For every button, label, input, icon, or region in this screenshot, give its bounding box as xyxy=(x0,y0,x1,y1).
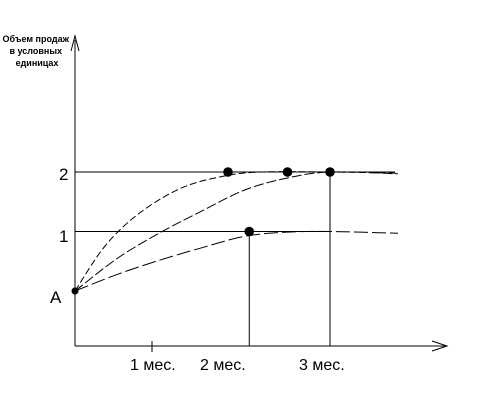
x-tick-label-3-months: 3 мес. xyxy=(299,357,345,374)
y-axis-title-line-2: в условных xyxy=(9,46,62,56)
data-point-3 xyxy=(282,167,293,177)
y-axis-title-line-1: Объем продаж xyxy=(3,34,70,44)
y-tick-label-a: A xyxy=(50,288,62,307)
data-point-4 xyxy=(244,226,255,237)
y-axis-title: Объем продаж в условных единицах xyxy=(3,34,72,68)
series-line-3 xyxy=(74,230,399,292)
x-axis-arrow xyxy=(431,340,449,352)
data-point-2 xyxy=(223,167,233,177)
reference-lines xyxy=(75,171,395,346)
y-axis-title-line-3: единицах xyxy=(16,58,59,68)
y-tick-label-2: 2 xyxy=(59,165,68,184)
points-layer xyxy=(71,167,335,295)
axes xyxy=(70,34,449,352)
series-line-2 xyxy=(74,171,399,292)
data-point-5 xyxy=(325,167,335,177)
x-tick-label-1-month: 1 мес. xyxy=(130,357,176,374)
y-axis-arrow xyxy=(70,34,80,52)
data-point-1 xyxy=(71,287,79,295)
x-tick-label-2-months: 2 мес. xyxy=(200,357,246,374)
y-tick-label-1: 1 xyxy=(59,227,68,246)
